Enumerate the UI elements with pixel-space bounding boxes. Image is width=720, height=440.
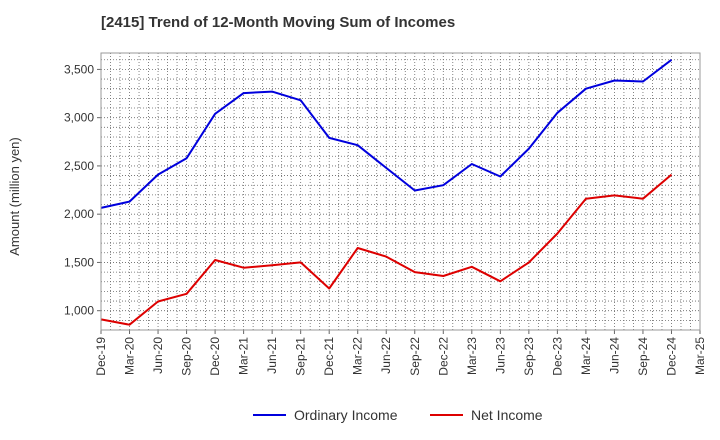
x-tick-label: Sep-23 bbox=[522, 337, 536, 376]
y-axis-ticks: 1,000 1,500 2,000 2,500 3,000 3,500 bbox=[64, 62, 101, 318]
y-tick-label: 2,000 bbox=[64, 207, 94, 221]
chart-title: [2415] Trend of 12-Month Moving Sum of I… bbox=[101, 14, 456, 31]
y-tick-label: 1,500 bbox=[64, 255, 94, 269]
x-tick-label: Jun-20 bbox=[151, 337, 165, 374]
x-axis-ticks: Dec-19 Mar-20 Jun-20 Sep-20 Dec-20 Mar-21 Jun-… bbox=[94, 330, 707, 376]
x-tick-label: Jun-22 bbox=[379, 337, 393, 374]
x-tick-label: Sep-21 bbox=[294, 337, 308, 376]
y-tick-label: 3,500 bbox=[64, 62, 94, 76]
x-tick-label: Mar-25 bbox=[693, 337, 707, 375]
x-tick-label: Sep-20 bbox=[180, 337, 194, 376]
series-line-ordinary-income bbox=[100, 59, 673, 209]
x-tick-label: Dec-23 bbox=[550, 337, 564, 376]
x-tick-label: Jun-23 bbox=[493, 337, 507, 374]
plot-frame bbox=[100, 52, 701, 331]
series-line-net-income bbox=[100, 173, 673, 326]
y-tick-label: 3,000 bbox=[64, 111, 94, 125]
x-tick-label: Mar-24 bbox=[579, 337, 593, 375]
x-tick-label: Jun-24 bbox=[607, 337, 621, 374]
series-lines bbox=[100, 59, 673, 326]
x-tick-label: Jun-21 bbox=[265, 337, 279, 374]
x-tick-label: Mar-23 bbox=[465, 337, 479, 375]
x-tick-label: Mar-20 bbox=[123, 337, 137, 375]
y-axis-title: Amount (million yen) bbox=[7, 137, 22, 256]
x-tick-label: Sep-22 bbox=[408, 337, 422, 376]
x-tick-label: Mar-21 bbox=[237, 337, 251, 375]
legend-label: Net Income bbox=[471, 407, 543, 423]
y-tick-label: 1,000 bbox=[64, 304, 94, 318]
x-tick-label: Dec-21 bbox=[322, 337, 336, 376]
x-tick-label: Dec-22 bbox=[436, 337, 450, 376]
x-tick-label: Mar-22 bbox=[351, 337, 365, 375]
x-tick-label: Dec-19 bbox=[94, 337, 108, 376]
legend-label: Ordinary Income bbox=[294, 407, 398, 423]
x-tick-label: Dec-20 bbox=[208, 337, 222, 376]
x-tick-label: Dec-24 bbox=[664, 337, 678, 376]
y-tick-label: 2,500 bbox=[64, 159, 94, 173]
x-tick-label: Sep-24 bbox=[636, 337, 650, 376]
legend: Ordinary Income Net Income bbox=[253, 407, 543, 423]
